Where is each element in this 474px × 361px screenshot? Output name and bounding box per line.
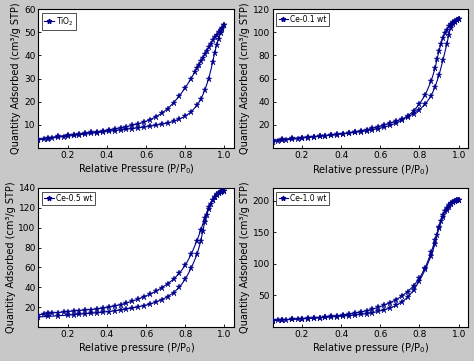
Legend: TiO$_2$: TiO$_2$ bbox=[42, 13, 76, 30]
Y-axis label: Quantity Adsorbed (cm³/g STP): Quantity Adsorbed (cm³/g STP) bbox=[240, 3, 250, 155]
Legend: Ce-1.0 wt: Ce-1.0 wt bbox=[276, 192, 329, 205]
Y-axis label: Quantity Adsorbed (cm³/g STP): Quantity Adsorbed (cm³/g STP) bbox=[6, 182, 16, 333]
X-axis label: Relative pressure (P/P$_0$): Relative pressure (P/P$_0$) bbox=[312, 342, 429, 356]
X-axis label: Relative Pressure (P/P$_0$): Relative Pressure (P/P$_0$) bbox=[78, 162, 195, 176]
X-axis label: Relative pressure (P/P$_0$): Relative pressure (P/P$_0$) bbox=[312, 162, 429, 177]
Y-axis label: Quantity Adsorbed (cm³/g STP): Quantity Adsorbed (cm³/g STP) bbox=[240, 182, 250, 333]
X-axis label: Relative pressure (P/P$_0$): Relative pressure (P/P$_0$) bbox=[78, 342, 195, 356]
Legend: Ce-0.1 wt: Ce-0.1 wt bbox=[276, 13, 329, 26]
Y-axis label: Quantity Adsorbed (cm³/g STP): Quantity Adsorbed (cm³/g STP) bbox=[11, 3, 21, 155]
Legend: Ce-0.5 wt: Ce-0.5 wt bbox=[42, 192, 95, 205]
